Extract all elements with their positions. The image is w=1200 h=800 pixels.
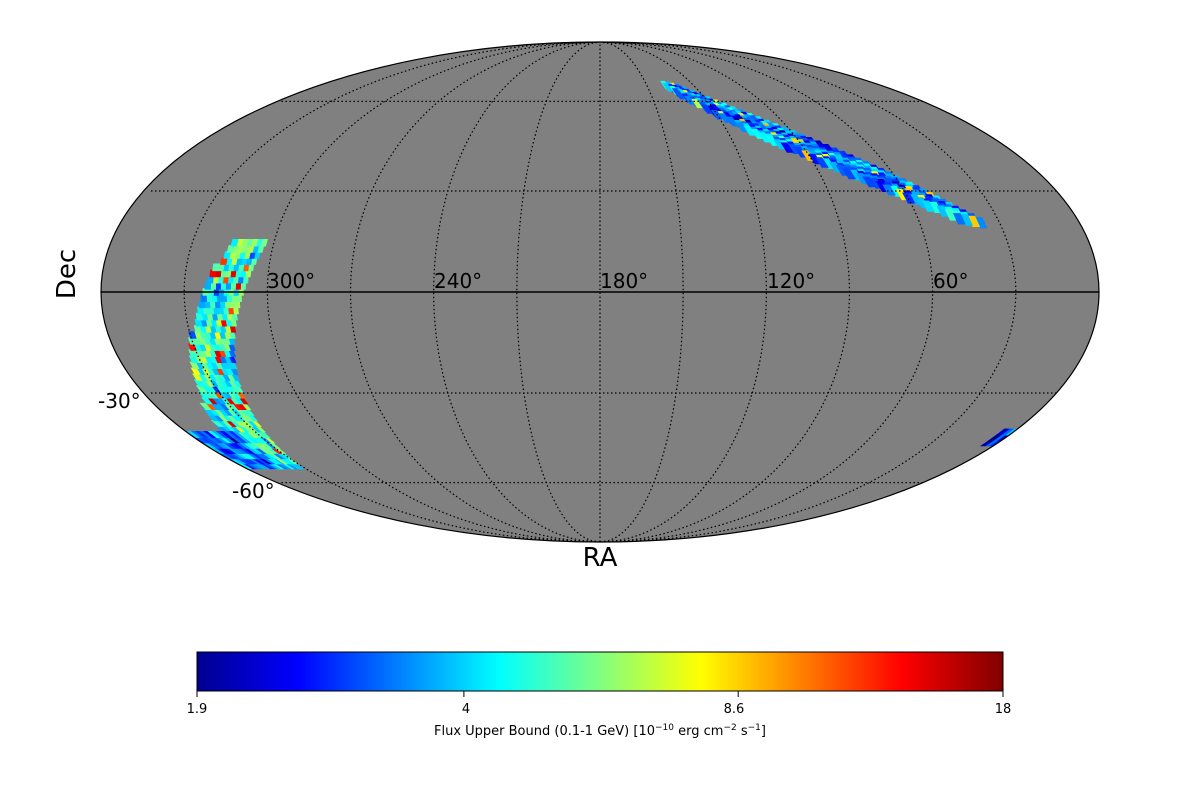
dec-tick-label: -60° (232, 479, 275, 503)
dec-tick-label: -30° (98, 389, 141, 413)
coverage-cell-north-strip (718, 113, 732, 123)
coverage-cell-north-strip (862, 176, 877, 188)
coverage-cell-south-strip (189, 361, 200, 370)
coverage-cell-south-strip (193, 379, 205, 387)
colorbar-tick-label: 18 (995, 702, 1012, 717)
coverage-cell-south-strip (198, 391, 210, 399)
coverage-cell-south-strip (204, 281, 212, 290)
coverage-cell-south-strip (212, 263, 220, 272)
coverage-cell-north-strip (921, 200, 935, 212)
meridian-line (433, 42, 601, 542)
coverage-cell-south-strip (187, 343, 197, 351)
colorbar-tick-label: 8.6 (724, 702, 745, 717)
coverage-cell-south-strip (188, 331, 197, 339)
colorbar-tick-label: 4 (462, 702, 470, 717)
coverage-cell-south-strip (198, 300, 206, 309)
coverage-cell-south-strip (220, 257, 228, 265)
coverage-cell-south-strip (195, 385, 208, 393)
coverage-cell-south-strip (193, 325, 202, 333)
colorbar-tick-label: 1.9 (187, 702, 208, 717)
meridian-line (599, 42, 767, 542)
coverage-cell-north-strip (662, 83, 674, 92)
sky-outline (100, 41, 1100, 543)
coverage-cell-south-strip (192, 373, 203, 381)
coverage-cell-south-strip (206, 414, 220, 422)
coverage-cell-south-strip (200, 397, 213, 405)
coverage-cell-north-strip (674, 90, 686, 100)
colorbar (196, 651, 1004, 692)
coverage-cell-south-strip (210, 419, 225, 427)
coverage-cell-south-strip (202, 408, 216, 416)
coverage-cell-south-strip (199, 402, 212, 411)
ra-tick-label: 60° (933, 269, 968, 293)
y-axis-title: Dec (52, 249, 82, 299)
coverage-cell-south-strip (195, 312, 204, 321)
coverage-cell-north-strip (683, 95, 696, 105)
coverage-cell-south-strip (188, 355, 199, 364)
coverage-cell-north-strip (952, 213, 966, 225)
colorbar-title: Flux Upper Bound (0.1-1 GeV) [10−10 erg … (434, 723, 766, 739)
ra-tick-label: 120° (767, 269, 815, 293)
ra-tick-label: 240° (434, 269, 482, 293)
x-axis-title: RA (583, 543, 618, 573)
meridian-line (183, 42, 601, 542)
coverage-layer (184, 80, 1019, 470)
coverage-cell-south-strip (188, 349, 198, 358)
coverage-cell-north-strip (701, 104, 714, 114)
coverage-cell-south-strip (200, 294, 208, 302)
coverage-cell-north-strip (735, 122, 749, 133)
coverage-cell-south-strip (196, 306, 205, 315)
coverage-cell-east-edge-patch (995, 428, 1010, 436)
meridian-line (599, 42, 1017, 542)
coverage-cell-north-strip (882, 184, 896, 196)
coverage-cell-north-strip (842, 168, 857, 180)
coverage-cell-south-strip (223, 251, 232, 259)
coverage-cell-south-strip (206, 275, 214, 284)
coverage-cell-south-strip (209, 269, 217, 278)
coverage-cell-north-strip (815, 157, 829, 168)
colorbar-ticks (196, 691, 1004, 697)
ra-tick-label: 300° (267, 269, 315, 293)
coverage-cell-south-strip (230, 239, 239, 247)
coverage-cell-south-strip (226, 245, 235, 253)
coverage-cell-south-strip (194, 318, 203, 327)
coverage-cell-south-strip (190, 367, 201, 375)
ra-tick-label: 180° (600, 269, 648, 293)
coverage-cell-north-strip (780, 142, 794, 153)
